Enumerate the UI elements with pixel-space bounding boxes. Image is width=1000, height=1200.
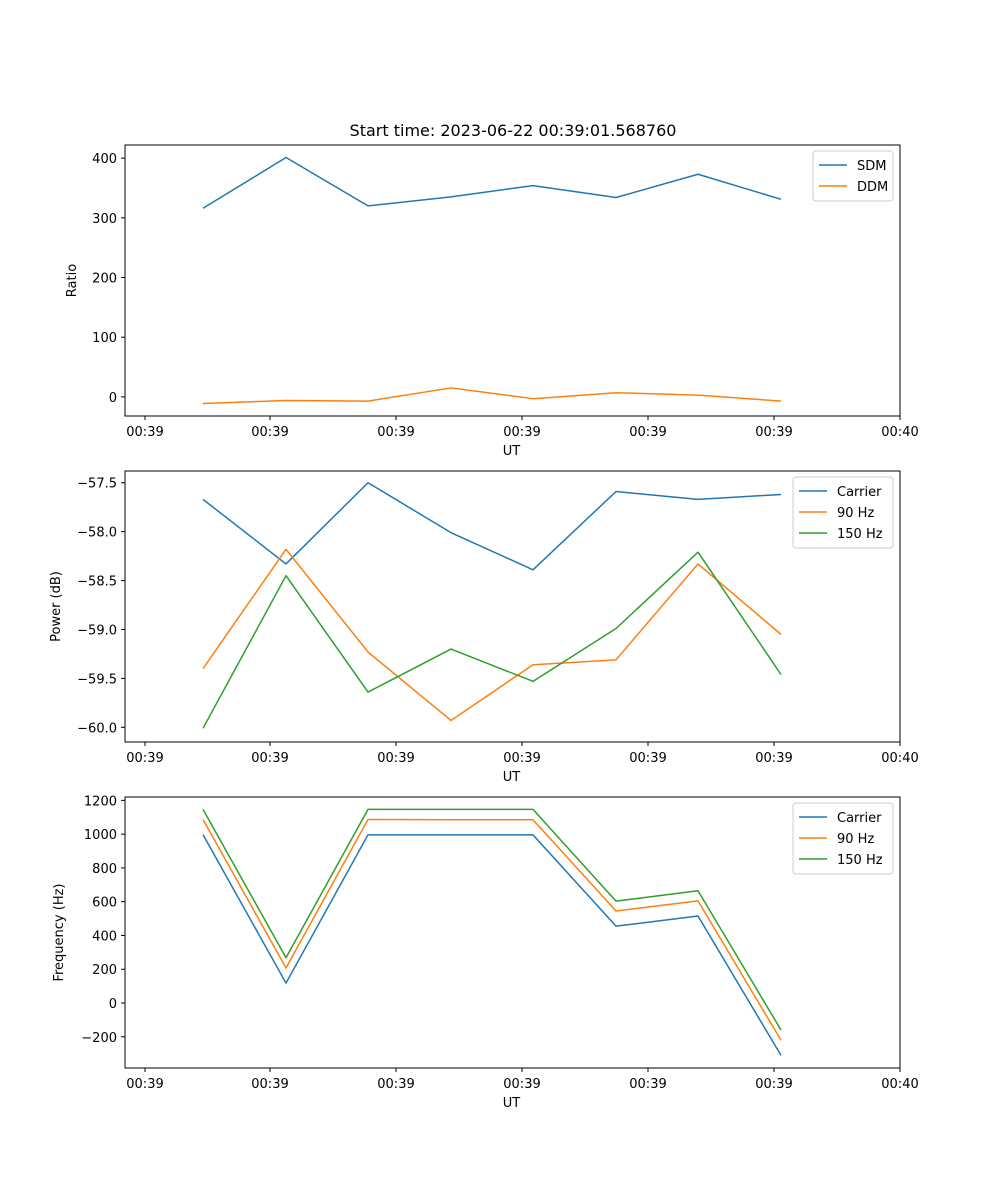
frequency-x-tick-label: 00:39	[377, 1077, 414, 1092]
power-x-tick-label: 00:39	[126, 751, 163, 766]
frequency-panel: 00:39 00:39 00:39 00:39 00:39 00:39 00:40 −200 0…	[52, 794, 919, 1111]
frequency-series-line-90-hz	[202, 818, 782, 1041]
ratio-x-tick-label: 00:39	[251, 425, 288, 440]
power-series-line-90-hz	[202, 548, 782, 722]
ratio-x-tick-label: 00:39	[629, 425, 666, 440]
ratio-series-line-ddm	[202, 387, 782, 405]
power-y-tick-label: −58.5	[77, 575, 117, 590]
frequency-legend-label: Carrier	[837, 811, 882, 826]
ratio-y-tick-label: 300	[92, 212, 117, 227]
frequency-legend: Carrier 90 Hz 150 Hz	[792, 802, 894, 875]
power-x-tick-label: 00:39	[251, 751, 288, 766]
frequency-y-tick-label: 600	[92, 896, 117, 911]
ratio-series-line-sdm	[202, 156, 782, 209]
power-y-axis-label: Power (dB)	[49, 571, 64, 642]
frequency-x-tick-label: 00:39	[503, 1077, 540, 1092]
ratio-x-tick-label: 00:40	[881, 425, 918, 440]
ratio-y-tick-label: 200	[92, 272, 117, 287]
ratio-y-tick-label: 400	[92, 152, 117, 167]
ratio-legend: SDM DDM	[812, 150, 894, 202]
ratio-legend-label: SDM	[857, 159, 886, 174]
frequency-y-axis-label: Frequency (Hz)	[52, 883, 67, 981]
frequency-series-line-150-hz	[202, 808, 782, 1031]
ratio-y-tick-label: 100	[92, 331, 117, 346]
frequency-axes-frame	[124, 796, 901, 1069]
power-x-tick-label: 00:40	[881, 751, 918, 766]
frequency-x-tick-label: 00:39	[755, 1077, 792, 1092]
power-x-tick-label: 00:39	[377, 751, 414, 766]
power-legend-label: 90 Hz	[837, 506, 874, 521]
frequency-y-tick-label: 800	[92, 862, 117, 877]
frequency-x-tick-label: 00:39	[126, 1077, 163, 1092]
frequency-y-tick-label: −200	[81, 1031, 117, 1046]
power-panel: 00:39 00:39 00:39 00:39 00:39 00:39 00:40 −60.0…	[49, 470, 919, 785]
ratio-panel: 00:39 00:39 00:39 00:39 00:39 00:39 00:40 0 100 2…	[65, 144, 919, 459]
ratio-legend-box	[812, 150, 894, 202]
ratio-x-axis-label: UT	[503, 444, 521, 459]
ratio-x-tick-label: 00:39	[755, 425, 792, 440]
frequency-x-tick-label: 00:39	[251, 1077, 288, 1092]
frequency-x-tick-label: 00:39	[629, 1077, 666, 1092]
ratio-axes-frame	[124, 144, 901, 417]
power-legend-label: 150 Hz	[837, 527, 883, 542]
frequency-y-tick-label: 1200	[84, 794, 117, 809]
frequency-legend-label: 150 Hz	[837, 853, 883, 868]
frequency-y-tick-label: 400	[92, 929, 117, 944]
power-legend: Carrier 90 Hz 150 Hz	[792, 476, 894, 549]
power-y-tick-label: −57.5	[77, 477, 117, 492]
power-legend-box	[792, 476, 894, 549]
frequency-legend-label: 90 Hz	[837, 832, 874, 847]
power-y-tick-label: −59.5	[77, 672, 117, 687]
ratio-x-tick-label: 00:39	[126, 425, 163, 440]
power-x-tick-label: 00:39	[503, 751, 540, 766]
power-y-tick-label: −58.0	[77, 526, 117, 541]
power-axes-frame	[124, 470, 901, 743]
frequency-legend-box	[792, 802, 894, 875]
frequency-y-tick-label: 0	[109, 997, 117, 1012]
power-legend-label: Carrier	[837, 485, 882, 500]
power-series-line-carrier	[202, 481, 782, 571]
frequency-series-line-carrier	[202, 834, 782, 1056]
power-x-tick-label: 00:39	[755, 751, 792, 766]
power-y-tick-label: −60.0	[77, 721, 117, 736]
figure-title: Start time: 2023-06-22 00:39:01.568760	[350, 121, 677, 140]
power-x-axis-label: UT	[503, 770, 521, 785]
ratio-y-tick-label: 0	[109, 391, 117, 406]
frequency-x-tick-label: 00:40	[881, 1077, 918, 1092]
frequency-y-tick-label: 1000	[84, 828, 117, 843]
ratio-y-axis-label: Ratio	[65, 264, 80, 297]
power-y-tick-label: −59.0	[77, 623, 117, 638]
ratio-legend-label: DDM	[857, 180, 888, 195]
ratio-x-tick-label: 00:39	[503, 425, 540, 440]
frequency-x-axis-label: UT	[503, 1096, 521, 1111]
power-series-line-150-hz	[202, 551, 782, 729]
power-x-tick-label: 00:39	[629, 751, 666, 766]
ratio-x-tick-label: 00:39	[377, 425, 414, 440]
frequency-y-tick-label: 200	[92, 963, 117, 978]
